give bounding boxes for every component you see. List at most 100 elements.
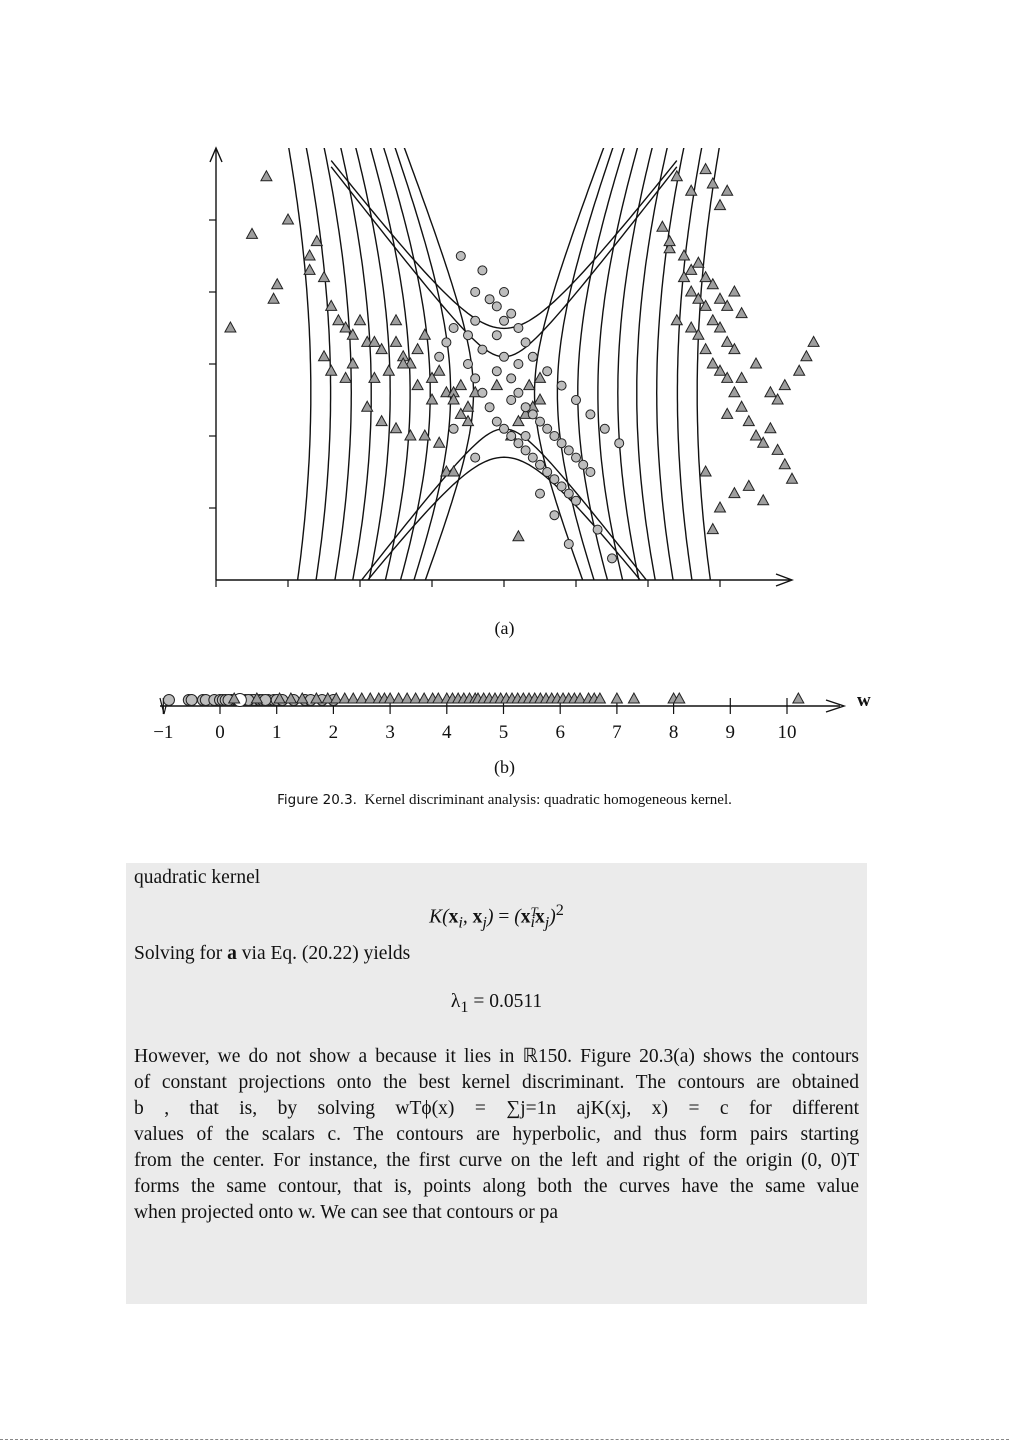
- data-point-circle: [499, 287, 509, 297]
- projected-circle: [199, 694, 212, 706]
- contour-right-6: [655, 148, 685, 580]
- projected-circle: [214, 694, 226, 706]
- data-point-circle: [477, 344, 488, 355]
- data-point-triangle: [713, 500, 727, 513]
- lambda-equation: λ1 = 0.0511: [450, 991, 543, 1017]
- figure-a-plot: [209, 146, 820, 587]
- projected-triangle: [593, 691, 607, 704]
- projected-triangle: [273, 691, 286, 704]
- paragraph-line: However, we do not show a because it lie…: [134, 1046, 859, 1068]
- contour-right-4: [617, 148, 653, 580]
- data-point-triangle: [454, 378, 468, 391]
- projected-circle: [327, 694, 340, 706]
- projected-circle: [259, 694, 272, 706]
- data-point-circle: [463, 330, 473, 341]
- data-point-circle: [484, 294, 495, 305]
- data-point-circle: [556, 438, 567, 449]
- data-point-triangle: [713, 198, 727, 211]
- data-point-circle: [520, 402, 531, 413]
- figure-number: Figure 20.3.: [277, 792, 357, 808]
- projected-triangle: [383, 691, 397, 704]
- contour-left-3: [369, 148, 411, 580]
- intro-line: quadratic kernel: [134, 867, 261, 888]
- projected-circle: [245, 694, 258, 706]
- figure-b-label: (b): [494, 757, 515, 777]
- projected-triangle: [440, 691, 454, 704]
- data-point-triangle: [785, 472, 799, 484]
- projected-triangle: [672, 691, 686, 704]
- figure-caption: Figure 20.3. Kernel discriminant analysi…: [0, 792, 1009, 809]
- projected-circle: [248, 694, 261, 706]
- paragraph-line: forms the same contour, that is, points …: [134, 1176, 859, 1198]
- data-point-triangle: [346, 328, 360, 340]
- projected-triangle: [338, 691, 352, 704]
- data-point-circle: [448, 323, 459, 333]
- data-point-triangle: [533, 371, 547, 383]
- data-point-triangle: [663, 234, 676, 247]
- projected-triangle: [562, 691, 576, 704]
- data-point-triangle: [353, 313, 367, 326]
- projected-triangle: [409, 691, 422, 704]
- data-point-triangle: [778, 378, 792, 391]
- data-point-triangle: [360, 400, 374, 412]
- data-point-triangle: [281, 212, 295, 225]
- data-point-triangle: [303, 263, 316, 275]
- projected-circle: [253, 694, 266, 706]
- data-point-circle: [499, 423, 509, 434]
- projected-triangle: [551, 691, 564, 704]
- projected-triangle: [250, 691, 264, 704]
- contour-right-8: [696, 148, 720, 580]
- data-point-circle: [563, 445, 574, 456]
- data-point-triangle: [720, 407, 734, 419]
- data-point-circle: [520, 431, 531, 441]
- data-point-triangle: [224, 320, 237, 333]
- paragraph-line: when projected onto w. We can see that c…: [134, 1202, 559, 1224]
- data-point-triangle: [699, 299, 712, 311]
- data-point-triangle: [656, 220, 669, 232]
- data-point-triangle: [742, 479, 756, 491]
- projected-triangle: [494, 691, 508, 704]
- projected-triangle: [457, 691, 471, 704]
- tick-label: 6: [555, 722, 565, 743]
- data-point-triangle: [368, 335, 381, 347]
- data-point-circle: [470, 287, 481, 297]
- data-point-triangle: [706, 277, 720, 290]
- data-point-triangle: [317, 270, 331, 283]
- paragraph-line: b , that is, by solving wTϕ(x) = ∑j=1n a…: [134, 1098, 859, 1120]
- data-point-triangle: [346, 356, 360, 369]
- data-point-circle: [571, 395, 581, 405]
- data-point-circle: [506, 395, 517, 405]
- data-point-triangle: [447, 464, 460, 477]
- data-point-triangle: [713, 320, 727, 333]
- data-point-circle: [477, 387, 488, 398]
- data-point-triangle: [533, 392, 547, 405]
- projected-triangle: [499, 691, 513, 704]
- projected-circle: [219, 694, 232, 706]
- data-point-triangle: [778, 457, 792, 470]
- projected-circle: [304, 694, 317, 706]
- data-point-triangle: [382, 364, 396, 376]
- figure-b-ticks: −1 0 1 2 3 4 5 6 7 8 9 10: [153, 698, 797, 743]
- paragraph-line: from the center. For instance, the first…: [134, 1150, 859, 1172]
- data-point-triangle: [706, 313, 720, 326]
- data-point-triangle: [720, 184, 734, 196]
- contour-left-6: [323, 148, 353, 580]
- data-point-triangle: [432, 436, 446, 448]
- data-point-triangle: [324, 364, 338, 376]
- data-point-circle: [491, 416, 502, 427]
- data-point-circle: [470, 373, 481, 384]
- projected-triangle: [573, 691, 587, 704]
- page-bottom-rule: [0, 1439, 1009, 1440]
- data-point-triangle: [411, 378, 424, 391]
- projected-circle: [239, 694, 252, 706]
- figure-caption-text: Kernel discriminant analysis: quadratic …: [364, 792, 732, 808]
- projected-circle: [276, 694, 289, 706]
- data-point-triangle: [677, 270, 691, 283]
- data-point-triangle: [260, 169, 273, 182]
- data-point-circle: [571, 452, 581, 463]
- data-point-circle: [506, 308, 517, 319]
- data-point-triangle: [699, 464, 712, 477]
- contour-bottom-0: [360, 428, 648, 580]
- tick-label: 8: [669, 722, 679, 743]
